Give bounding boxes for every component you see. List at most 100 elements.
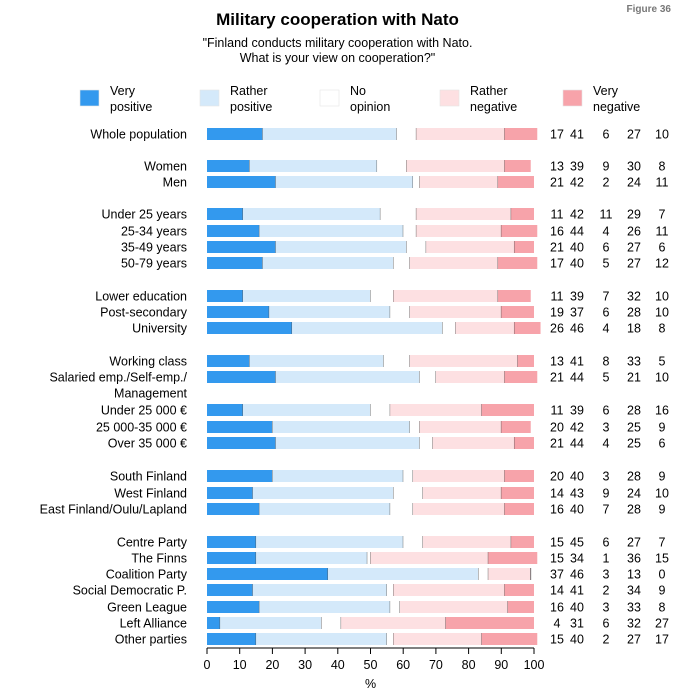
bar-segment-2 (269, 306, 391, 318)
row-label: Coalition Party (106, 568, 188, 582)
value-label: 37 (550, 568, 564, 582)
value-label: 44 (570, 371, 584, 385)
row-label: University (132, 322, 188, 336)
bar-segment-4 (393, 584, 505, 596)
value-label: 41 (570, 584, 584, 598)
bar-row (207, 257, 538, 269)
bar-segment-3 (383, 355, 410, 367)
x-tick-label: 70 (429, 658, 443, 672)
bar-segment-3 (386, 633, 394, 645)
value-label: 9 (659, 421, 666, 435)
legend-label-5: negative (593, 100, 640, 114)
x-tick-label: 80 (462, 658, 476, 672)
bar-segment-5 (488, 552, 538, 564)
bar-segment-4 (399, 601, 508, 613)
bar-segment-5 (504, 470, 534, 482)
row-label: Management (114, 387, 187, 401)
bar-row (207, 290, 534, 302)
x-tick-label: 10 (233, 658, 247, 672)
value-label: 42 (570, 176, 584, 190)
row-label: East Finland/Oulu/Lapland (40, 503, 187, 517)
value-label: 18 (627, 322, 641, 336)
legend-label-1: Very (110, 84, 136, 98)
bar-segment-2 (275, 371, 420, 383)
x-axis-label: % (365, 677, 376, 691)
bar-row (207, 503, 534, 515)
value-label: 7 (659, 536, 666, 550)
bar-segment-3 (370, 404, 391, 416)
bar-segment-5 (445, 617, 534, 629)
legend-label-5: Very (593, 84, 619, 98)
row-label: 25-34 years (121, 225, 187, 239)
bar-segment-4 (413, 503, 505, 515)
bar-segment-2 (252, 487, 394, 499)
bar-segment-2 (272, 421, 410, 433)
legend-swatch-1 (79, 89, 100, 107)
bar-segment-3 (409, 421, 420, 433)
bar-segment-5 (498, 176, 534, 188)
bar-segment-3 (370, 290, 394, 302)
value-label: 15 (550, 536, 564, 550)
value-label: 32 (627, 617, 641, 631)
value-label: 40 (570, 257, 584, 271)
value-label: 6 (603, 241, 610, 255)
bar-segment-3 (321, 617, 342, 629)
value-label: 24 (627, 487, 641, 501)
row-label: Salaried emp./Self-emp./ (49, 371, 187, 385)
bar-segment-5 (498, 290, 531, 302)
bar-segment-5 (517, 355, 534, 367)
bar-segment-5 (514, 437, 534, 449)
legend-swatch-4 (439, 89, 460, 107)
value-label: 27 (627, 257, 641, 271)
value-label: 17 (550, 128, 564, 142)
value-label: 9 (603, 487, 610, 501)
bar-segment-2 (292, 322, 443, 334)
value-label: 16 (550, 225, 564, 239)
value-label: 27 (627, 536, 641, 550)
bar-segment-3 (419, 437, 433, 449)
bar-segment-1 (207, 371, 276, 383)
bar-row (207, 487, 534, 499)
legend-label-4: negative (470, 100, 517, 114)
value-label: 9 (659, 584, 666, 598)
value-label: 25 (627, 421, 641, 435)
legend-label-1: positive (110, 100, 152, 114)
row-label: West Finland (114, 487, 187, 501)
bar-row (207, 128, 538, 140)
x-tick-label: 0 (204, 658, 211, 672)
value-label: 10 (655, 306, 669, 320)
bar-row (207, 208, 534, 220)
row-label: 25 000-35 000 € (96, 421, 187, 435)
chart-subtitle: "Finland conducts military cooperation w… (202, 36, 473, 65)
bar-segment-3 (393, 257, 410, 269)
value-label: 28 (627, 404, 641, 418)
value-label: 33 (627, 601, 641, 615)
bar-row (207, 601, 534, 613)
value-label: 7 (603, 503, 610, 517)
value-label: 42 (570, 208, 584, 222)
legend-label-2: Rather (230, 84, 268, 98)
bar-segment-2 (256, 552, 368, 564)
bar-segment-4 (455, 322, 515, 334)
value-label: 28 (627, 503, 641, 517)
value-label: 17 (655, 633, 669, 647)
legend-label-2: positive (230, 100, 272, 114)
bar-segment-4 (416, 208, 512, 220)
value-label: 3 (603, 568, 610, 582)
bar-segment-1 (207, 355, 250, 367)
bar-row (207, 552, 538, 564)
value-label: 13 (627, 568, 641, 582)
row-label: 50-79 years (121, 257, 187, 271)
row-label: Other parties (115, 633, 187, 647)
value-label: 34 (627, 584, 641, 598)
value-label: 5 (659, 355, 666, 369)
chart-title: Military cooperation with Nato (216, 10, 459, 29)
value-label: 0 (659, 568, 666, 582)
bar-segment-4 (488, 568, 531, 580)
value-label: 41 (570, 128, 584, 142)
bar-segment-2 (242, 404, 371, 416)
value-label: 11 (656, 176, 669, 190)
value-label: 11 (551, 208, 564, 222)
value-label: 27 (627, 128, 641, 142)
